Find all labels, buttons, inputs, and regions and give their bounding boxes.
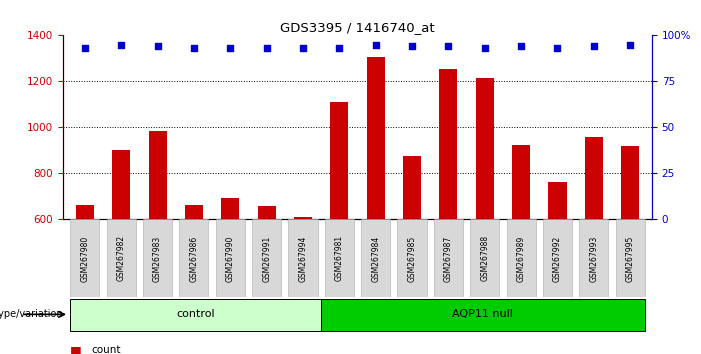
Point xyxy=(588,44,599,49)
Point xyxy=(479,45,490,51)
Text: GSM267987: GSM267987 xyxy=(444,235,453,281)
Bar xyxy=(621,146,639,354)
Bar xyxy=(615,219,645,297)
Text: ■: ■ xyxy=(70,344,82,354)
Bar xyxy=(548,182,566,354)
Text: GSM267986: GSM267986 xyxy=(189,235,198,281)
Point xyxy=(552,45,563,51)
Bar xyxy=(440,69,458,354)
Text: count: count xyxy=(91,346,121,354)
Bar xyxy=(143,219,172,297)
Text: GSM267985: GSM267985 xyxy=(407,235,416,281)
Text: GSM267990: GSM267990 xyxy=(226,235,235,282)
Point xyxy=(189,45,200,51)
Bar xyxy=(434,219,463,297)
Text: genotype/variation: genotype/variation xyxy=(0,309,63,319)
Point xyxy=(515,44,526,49)
Text: GSM267995: GSM267995 xyxy=(625,235,634,282)
Bar xyxy=(179,219,208,297)
Title: GDS3395 / 1416740_at: GDS3395 / 1416740_at xyxy=(280,21,435,34)
Bar xyxy=(107,219,136,297)
Point xyxy=(443,44,454,49)
Bar xyxy=(330,102,348,354)
Text: GSM267980: GSM267980 xyxy=(81,235,90,281)
Text: GSM267982: GSM267982 xyxy=(117,235,125,281)
Bar xyxy=(403,156,421,354)
Bar xyxy=(294,217,312,354)
Text: GSM267983: GSM267983 xyxy=(153,235,162,281)
Bar xyxy=(288,219,318,297)
Text: GSM267994: GSM267994 xyxy=(299,235,308,282)
Text: GSM267991: GSM267991 xyxy=(262,235,271,281)
Bar xyxy=(252,219,281,297)
Text: GSM267984: GSM267984 xyxy=(372,235,380,281)
Point xyxy=(116,42,127,47)
Bar xyxy=(397,219,427,297)
Bar xyxy=(257,206,275,354)
Bar xyxy=(321,299,645,331)
Bar xyxy=(470,219,499,297)
Text: control: control xyxy=(177,309,215,319)
Bar xyxy=(149,131,167,354)
Text: GSM267993: GSM267993 xyxy=(590,235,598,282)
Point xyxy=(625,42,636,47)
Bar xyxy=(361,219,390,297)
Bar xyxy=(112,150,130,354)
Point xyxy=(407,44,418,49)
Point xyxy=(334,45,345,51)
Bar xyxy=(70,299,321,331)
Text: GSM267992: GSM267992 xyxy=(553,235,562,281)
Point xyxy=(152,44,163,49)
Bar xyxy=(70,219,100,297)
Bar xyxy=(543,219,572,297)
Point xyxy=(225,45,236,51)
Text: GSM267988: GSM267988 xyxy=(480,235,489,281)
Bar xyxy=(507,219,536,297)
Bar xyxy=(512,145,530,354)
Point xyxy=(370,42,381,47)
Bar xyxy=(222,198,239,354)
Bar xyxy=(76,205,94,354)
Text: GSM267981: GSM267981 xyxy=(335,235,343,281)
Bar xyxy=(476,78,494,354)
Bar xyxy=(585,137,603,354)
Text: GSM267989: GSM267989 xyxy=(517,235,526,281)
Bar xyxy=(579,219,608,297)
Bar xyxy=(325,219,354,297)
Bar xyxy=(185,205,203,354)
Bar xyxy=(367,57,385,354)
Point xyxy=(261,45,272,51)
Text: AQP11 null: AQP11 null xyxy=(452,309,513,319)
Point xyxy=(297,45,308,51)
Bar xyxy=(216,219,245,297)
Point xyxy=(79,45,90,51)
